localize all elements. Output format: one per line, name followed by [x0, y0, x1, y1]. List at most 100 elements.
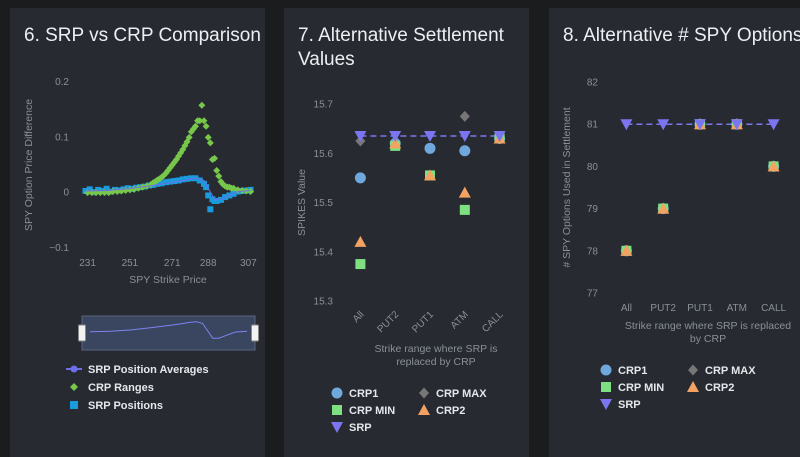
srp-position-point: [103, 185, 110, 192]
legend-item-label[interactable]: CRP MAX: [436, 388, 487, 400]
legend-item-label[interactable]: SRP: [349, 422, 372, 434]
srp-point: [730, 119, 743, 131]
crp2-point: [620, 244, 633, 256]
crp-min-point: [355, 259, 366, 270]
legend-crp-max-icon: [419, 387, 429, 399]
crp2-point: [354, 235, 367, 247]
panel-title: 8. Alternative # SPY Options: [563, 25, 800, 46]
crp-range-point: [202, 122, 210, 130]
srp-point: [767, 119, 780, 131]
srp-position-point: [82, 188, 89, 195]
legend-item-label[interactable]: SRP Position Averages: [88, 364, 209, 376]
crp-range-point: [185, 133, 193, 141]
legend-crp-min-icon: [601, 382, 611, 392]
crp-range-point: [211, 154, 219, 162]
legend-crp1-icon: [600, 364, 612, 376]
x-tick-label: 288: [200, 258, 217, 269]
y-tick-label: 15.6: [314, 149, 334, 160]
srp-position-point: [207, 206, 214, 213]
legend-item-label[interactable]: CRP1: [618, 365, 647, 377]
crp2-point: [458, 186, 471, 198]
y-tick-label: 81: [587, 120, 599, 131]
crp-range-point: [206, 139, 214, 147]
y-tick-label: 15.4: [314, 247, 334, 258]
srp-position-point: [205, 192, 212, 199]
legend-item-label[interactable]: CRP2: [436, 405, 465, 417]
chart-spy-options: 82 81 80 79 78 77 All PUT2 PUT1 ATM CALL Strike ran…: [561, 78, 791, 412]
legend-item-label[interactable]: CRP1: [349, 388, 378, 400]
srp-point: [354, 131, 367, 143]
crp-range-point: [238, 186, 246, 194]
x-axis-label: Strike range where SRP is replaced by CRP: [625, 320, 791, 345]
chart-panel-7: 7. Alternative Settlement Values 15.7 15.…: [284, 8, 529, 457]
crp-range-point: [247, 188, 255, 196]
chart-panel-6: 6. SRP vs CRP Comparison 0.2 0.1 0 −0.1 231 2…: [10, 8, 265, 457]
crp-range-point: [213, 167, 221, 175]
srp-point: [389, 131, 402, 143]
crp1-point: [459, 145, 471, 157]
legend-item-label[interactable]: SRP Positions: [88, 400, 163, 412]
range-selector: [81, 315, 256, 351]
legend-item-label[interactable]: CRP MAX: [705, 365, 756, 377]
y-tick-label: 15.5: [314, 198, 334, 209]
srp-position-point: [158, 180, 165, 187]
crp-range-point: [192, 122, 200, 130]
x-tick-label: 271: [164, 258, 181, 269]
srp-position-point: [167, 178, 174, 185]
crp2-point: [657, 202, 670, 214]
srp-point: [424, 131, 436, 143]
legend-item-label[interactable]: CRP MIN: [618, 382, 664, 394]
legend-item-label[interactable]: CRP2: [705, 382, 734, 394]
legend-crp2-icon: [687, 381, 699, 392]
x-tick-label: CALL: [480, 309, 506, 335]
y-tick-label: 0: [63, 188, 69, 199]
srp-position-point: [86, 186, 93, 193]
srp-point: [694, 119, 706, 131]
x-tick-label: PUT1: [410, 309, 436, 335]
crp-range-point: [196, 117, 204, 125]
legend-item-label[interactable]: CRP Ranges: [88, 382, 154, 394]
legend-crp-max-icon: [688, 364, 698, 376]
legend-circle-icon: [70, 365, 78, 373]
legend-item-label[interactable]: CRP MIN: [349, 405, 395, 417]
legend-square-icon: [70, 401, 78, 409]
crp-range-point: [126, 186, 134, 194]
y-tick-label: 15.3: [314, 297, 334, 308]
srp-position-point: [184, 175, 191, 182]
panel-title: 7. Alternative Settlement Values: [298, 25, 504, 70]
range-handle-right[interactable]: [251, 324, 259, 342]
srp-position-point: [203, 184, 210, 191]
y-tick-label: −0.1: [49, 243, 69, 254]
srp-position-point: [124, 185, 131, 192]
legend-crp1-icon: [331, 387, 343, 399]
y-tick-label: 0.1: [55, 132, 69, 143]
range-selector-line: [89, 321, 248, 339]
srp-position-point: [171, 178, 178, 185]
legend-item-label[interactable]: SRP: [618, 399, 641, 411]
srp-position-point: [188, 175, 195, 182]
y-axis-label: SPY Option Price Difference: [23, 99, 35, 231]
srp-point: [493, 131, 506, 143]
crp-min-point: [459, 204, 470, 215]
srp-position-point: [162, 179, 169, 186]
srp-position-point: [179, 176, 186, 183]
y-tick-label: 15.7: [314, 100, 334, 111]
crp2-point: [424, 169, 436, 181]
legend-diamond-icon: [70, 383, 78, 391]
crp-range-point: [200, 117, 208, 125]
crp1-point: [354, 172, 366, 184]
crp-range-point: [198, 101, 206, 109]
crp-max-point: [459, 110, 470, 122]
srp-position-point: [175, 177, 182, 184]
y-tick-label: 78: [587, 246, 599, 257]
x-tick-label: All: [351, 309, 367, 325]
x-tick-label: 231: [79, 258, 96, 269]
y-tick-label: 80: [587, 162, 599, 173]
range-handle-left[interactable]: [78, 324, 86, 342]
x-tick-label: All: [621, 303, 632, 314]
chart-panel-8: 8. Alternative # SPY Options 82 81 80 79 78 7…: [549, 8, 800, 457]
srp-point: [657, 119, 670, 131]
crp2-point: [767, 160, 780, 172]
srp-point: [458, 131, 471, 143]
chart-srp-vs-crp: 0.2 0.1 0 −0.1 231 251 271 288 307 SPY Strike Pri…: [23, 77, 259, 412]
